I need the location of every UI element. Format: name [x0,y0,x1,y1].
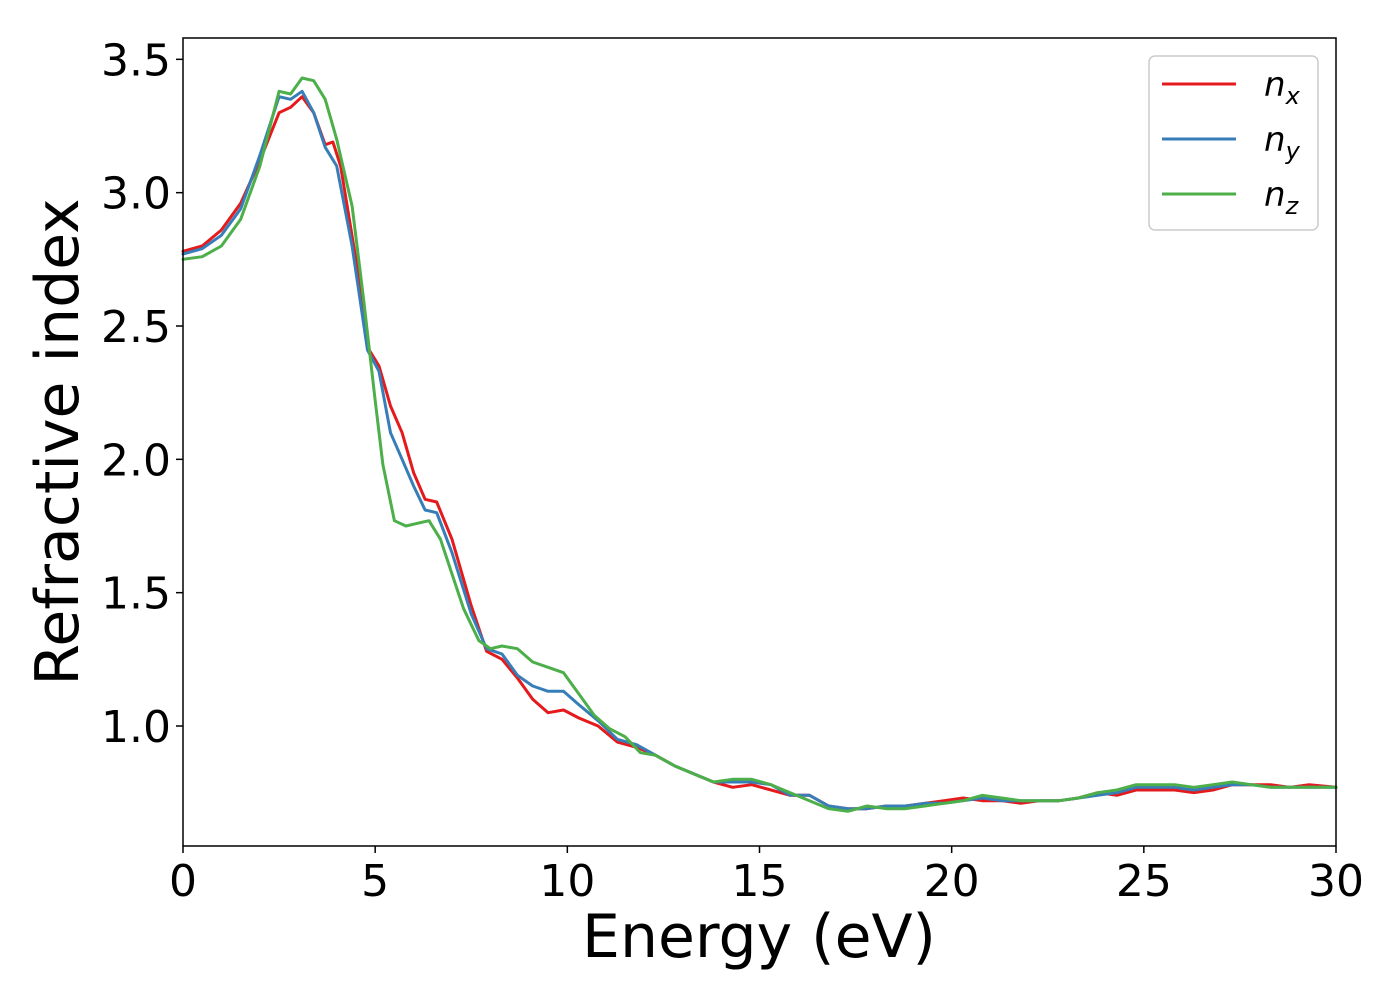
x-ticks: 0 5 10 15 20 25 30 [169,846,1364,907]
legend-box [1148,55,1319,231]
series-layer [181,76,1338,813]
x-tick-label: 20 [924,856,980,907]
y-ticks: 1.0 1.5 2.0 2.5 3.0 3.5 [101,35,183,753]
y-tick-label: 2.0 [101,435,171,486]
y-tick-label: 3.5 [101,35,171,86]
legend-label-base: n [1264,120,1286,160]
x-tick-label: 25 [1116,856,1172,907]
x-tick-label: 0 [169,856,197,907]
legend-label-base: n [1264,175,1286,215]
legend-label-base: n [1264,65,1286,105]
y-axis-label: Refractive index [23,198,93,685]
x-tick-label: 10 [539,856,595,907]
y-tick-label: 1.0 [101,702,171,753]
series-line-z [181,76,1338,813]
legend-label-subscript: y [1285,137,1301,165]
legend-label-subscript: z [1285,192,1300,220]
x-tick-label: 5 [361,856,389,907]
x-tick-label: 30 [1308,856,1364,907]
x-tick-label: 15 [732,856,788,907]
y-tick-label: 3.0 [101,169,171,220]
legend-label-x: nx [1264,65,1301,110]
y-tick-label: 1.5 [101,569,171,620]
y-tick-label: 2.5 [101,302,171,353]
legend-label-z: nz [1264,175,1300,220]
legend-label-y: ny [1264,120,1301,165]
legend-label-subscript: x [1285,82,1301,110]
x-axis-label: Energy (eV) [582,902,936,972]
